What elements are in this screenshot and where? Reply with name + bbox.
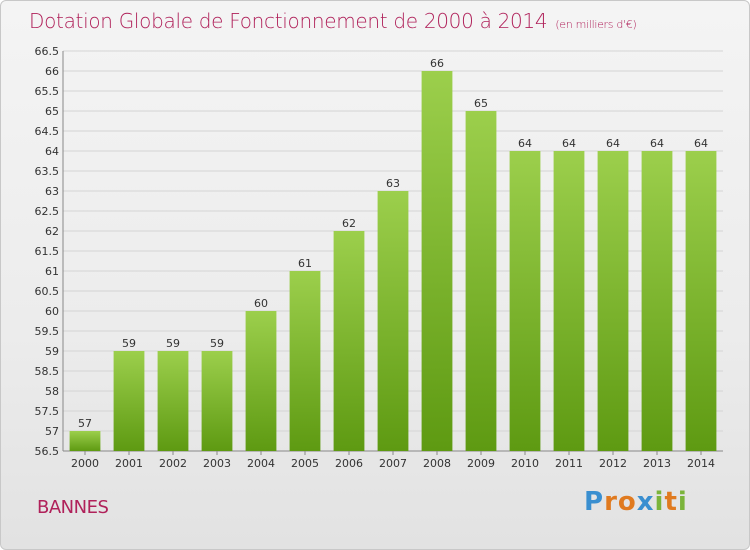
y-tick-label: 60 <box>45 305 59 318</box>
x-tick-label: 2013 <box>643 457 671 470</box>
bar-value-label: 57 <box>78 417 92 430</box>
y-tick-label: 64.5 <box>35 125 60 138</box>
bar <box>377 191 409 451</box>
x-tick-label: 2012 <box>599 457 627 470</box>
y-tick-label: 65 <box>45 105 59 118</box>
bar <box>157 351 189 451</box>
axis-layer: 56.5 57 57.5 58 58.5 59 59.5 60 60.5 61 61.5 62 62.5… <box>35 45 723 470</box>
x-tick-label: 2002 <box>159 457 187 470</box>
bar-value-label: 60 <box>254 297 268 310</box>
y-tick-label: 63.5 <box>35 165 60 178</box>
y-tick-label: 56.5 <box>35 445 60 458</box>
chart-title: Dotation Globale de Fonctionnement de 20… <box>29 9 637 33</box>
bar-value-label: 64 <box>518 137 532 150</box>
bar-value-label: 62 <box>342 217 356 230</box>
bar <box>421 71 453 451</box>
bar <box>509 151 541 451</box>
bar <box>553 151 585 451</box>
y-tick-label: 57 <box>45 425 59 438</box>
bar <box>333 231 365 451</box>
bar-value-label: 59 <box>166 337 180 350</box>
chart-subtitle: (en milliers d'€) <box>555 18 637 31</box>
commune-name: BANNES <box>37 497 109 518</box>
x-tick-label: 2004 <box>247 457 275 470</box>
bar-value-label: 64 <box>694 137 708 150</box>
x-tick-label: 2014 <box>687 457 715 470</box>
bar-value-label: 59 <box>122 337 136 350</box>
chart-title-text: Dotation Globale de Fonctionnement de 20… <box>29 9 548 33</box>
bar-value-label: 64 <box>562 137 576 150</box>
y-tick-label: 61 <box>45 265 59 278</box>
y-tick-label: 58.5 <box>35 365 60 378</box>
bar <box>641 151 673 451</box>
y-tick-label: 59 <box>45 345 59 358</box>
bar <box>685 151 717 451</box>
y-tick-label: 66 <box>45 65 59 78</box>
bar-value-label: 59 <box>210 337 224 350</box>
bar <box>289 271 321 451</box>
bar-value-label: 64 <box>650 137 664 150</box>
bar-value-label: 64 <box>606 137 620 150</box>
proxiti-logo[interactable]: Proxiti <box>584 487 688 517</box>
y-tick-label: 64 <box>45 145 59 158</box>
bar-value-label: 65 <box>474 97 488 110</box>
bar-value-label: 61 <box>298 257 312 270</box>
bar-value-label: 66 <box>430 57 444 70</box>
x-tick-label: 2007 <box>379 457 407 470</box>
y-tick-label: 63 <box>45 185 59 198</box>
x-tick-label: 2005 <box>291 457 319 470</box>
bar <box>113 351 145 451</box>
x-tick-label: 2000 <box>71 457 99 470</box>
y-tick-label: 62.5 <box>35 205 60 218</box>
x-tick-label: 2006 <box>335 457 363 470</box>
y-tick-label: 65.5 <box>35 85 60 98</box>
y-tick-label: 57.5 <box>35 405 60 418</box>
x-tick-label: 2009 <box>467 457 495 470</box>
bar <box>465 111 497 451</box>
y-tick-label: 60.5 <box>35 285 60 298</box>
x-tick-label: 2011 <box>555 457 583 470</box>
bar <box>201 351 233 451</box>
y-tick-label: 58 <box>45 385 59 398</box>
bar-value-label: 63 <box>386 177 400 190</box>
y-tick-label: 66.5 <box>35 45 60 58</box>
x-tick-label: 2003 <box>203 457 231 470</box>
bar <box>69 431 101 451</box>
bar <box>245 311 277 451</box>
x-tick-label: 2008 <box>423 457 451 470</box>
bar <box>597 151 629 451</box>
y-tick-label: 61.5 <box>35 245 60 258</box>
x-tick-label: 2010 <box>511 457 539 470</box>
y-tick-label: 59.5 <box>35 325 60 338</box>
x-tick-label: 2001 <box>115 457 143 470</box>
bar-layer: 57 59 59 59 60 61 62 63 66 65 64 64 64 64 64 <box>69 57 717 451</box>
y-tick-label: 62 <box>45 225 59 238</box>
